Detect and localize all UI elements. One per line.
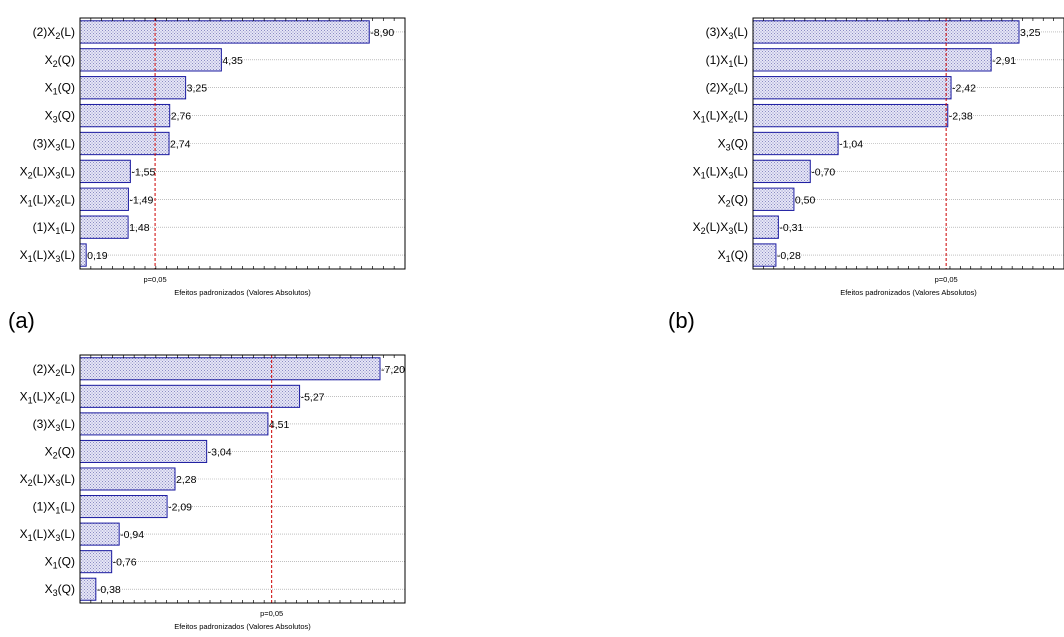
pareto-chart-b: (3)X3(L) 3,25 (1)X1(L) -2,91 (2)X2(L) -2,42 X1…	[660, 0, 1064, 310]
category-label: X2(L)X3(L)	[20, 472, 75, 488]
value-label: 3,25	[1020, 27, 1041, 39]
value-label: -2,91	[992, 55, 1016, 67]
bar	[79, 384, 301, 408]
pareto-chart-a: (2)X2(L) -8,90 X2(Q) 4,35 X1(Q) 3,25 X3(Q) 2,76…	[0, 0, 420, 310]
value-label: -0,31	[779, 222, 803, 234]
bar	[79, 439, 208, 463]
value-label: -0,94	[120, 529, 144, 541]
value-label: -5,27	[301, 391, 325, 403]
bar	[79, 522, 120, 546]
category-label: X1(L)X2(L)	[20, 389, 75, 405]
bar	[79, 550, 113, 574]
threshold-label: p=0,05	[260, 609, 283, 618]
category-label: (1)X1(L)	[706, 53, 748, 69]
x-axis-title: Efeitos padronizados (Valores Absolutos)	[174, 622, 311, 631]
category-label: X2(Q)	[718, 192, 748, 208]
bar	[79, 103, 171, 128]
value-label: -1,49	[129, 194, 153, 206]
value-label: -2,42	[952, 83, 976, 95]
category-label: (1)X1(L)	[33, 220, 75, 236]
pareto-chart-a-svg: (2)X2(L) -8,90 X2(Q) 4,35 X1(Q) 3,25 X3(Q) 2,76…	[20, 17, 406, 297]
bar	[752, 20, 1020, 44]
category-label: X2(L)X3(L)	[693, 220, 748, 236]
category-label: X3(Q)	[718, 137, 748, 153]
value-label: -0,76	[113, 557, 137, 569]
bar	[752, 215, 779, 239]
bar	[79, 412, 269, 436]
bar	[79, 243, 87, 267]
value-label: -0,38	[97, 584, 121, 596]
bar	[752, 187, 795, 211]
value-label: 0,19	[87, 250, 108, 262]
category-label: X1(L)X2(L)	[20, 192, 75, 208]
value-label: -8,90	[370, 27, 394, 39]
bar	[79, 187, 129, 211]
value-label: 2,74	[170, 139, 191, 151]
value-label: 3,25	[187, 83, 208, 95]
value-label: -3,04	[208, 446, 232, 458]
bar	[79, 467, 176, 491]
category-label: X1(L)X2(L)	[693, 109, 748, 125]
bar	[752, 131, 839, 156]
bar	[79, 495, 168, 519]
category-label: X3(Q)	[45, 109, 75, 125]
category-label: X2(Q)	[45, 53, 75, 69]
bar	[79, 159, 131, 184]
x-axis-title: Efeitos padronizados (Valores Absolutos)	[840, 288, 977, 297]
category-label: X2(L)X3(L)	[20, 164, 75, 180]
category-label: (2)X2(L)	[33, 362, 75, 378]
threshold-label: p=0,05	[143, 275, 166, 284]
bar	[752, 48, 992, 72]
value-label: -1,55	[131, 166, 155, 178]
category-label: X1(L)X3(L)	[693, 164, 748, 180]
x-axis-title: Efeitos padronizados (Valores Absolutos)	[174, 288, 311, 297]
value-label: -0,70	[811, 166, 835, 178]
bar	[79, 48, 222, 72]
pareto-chart-c: (2)X2(L) -7,20 X1(L)X2(L) -5,27 (3)X3(L) 4,51…	[0, 340, 420, 637]
category-label: (2)X2(L)	[706, 81, 748, 97]
bar	[752, 76, 952, 100]
category-label: (3)X3(L)	[33, 137, 75, 153]
category-label: X3(Q)	[45, 582, 75, 598]
category-label: (3)X3(L)	[33, 417, 75, 433]
panel-letter-b: (b)	[668, 308, 695, 333]
bar	[79, 577, 97, 601]
bar	[79, 357, 381, 381]
value-label: -7,20	[381, 364, 405, 376]
value-label: -0,28	[777, 250, 801, 262]
panel-letter-a: (a)	[8, 308, 35, 333]
value-label: 2,76	[171, 111, 192, 123]
category-label: (3)X3(L)	[706, 25, 748, 41]
category-label: X1(Q)	[45, 81, 75, 97]
category-label: X1(Q)	[718, 248, 748, 264]
bar	[752, 243, 777, 267]
category-label: (1)X1(L)	[33, 500, 75, 516]
bar	[79, 131, 170, 156]
category-label: X2(Q)	[45, 444, 75, 460]
threshold-label: p=0,05	[935, 275, 958, 284]
pareto-chart-b-svg: (3)X3(L) 3,25 (1)X1(L) -2,91 (2)X2(L) -2,42 X1…	[693, 17, 1064, 297]
value-label: -2,38	[949, 111, 973, 123]
bar	[79, 20, 370, 44]
pareto-chart-c-svg: (2)X2(L) -7,20 X1(L)X2(L) -5,27 (3)X3(L) 4,51…	[20, 354, 406, 631]
value-label: 1,48	[129, 222, 150, 234]
bar	[752, 159, 811, 184]
bar	[79, 76, 187, 100]
value-label: 2,28	[176, 474, 197, 486]
value-label: -1,04	[839, 139, 863, 151]
value-label: -2,09	[168, 502, 192, 514]
category-label: X1(L)X3(L)	[20, 248, 75, 264]
bar	[752, 103, 949, 128]
value-label: 4,35	[222, 55, 243, 67]
value-label: 0,50	[795, 194, 816, 206]
category-label: (2)X2(L)	[33, 25, 75, 41]
bar	[79, 215, 129, 239]
value-label: 4,51	[269, 419, 290, 431]
category-label: X1(Q)	[45, 555, 75, 571]
category-label: X1(L)X3(L)	[20, 527, 75, 543]
